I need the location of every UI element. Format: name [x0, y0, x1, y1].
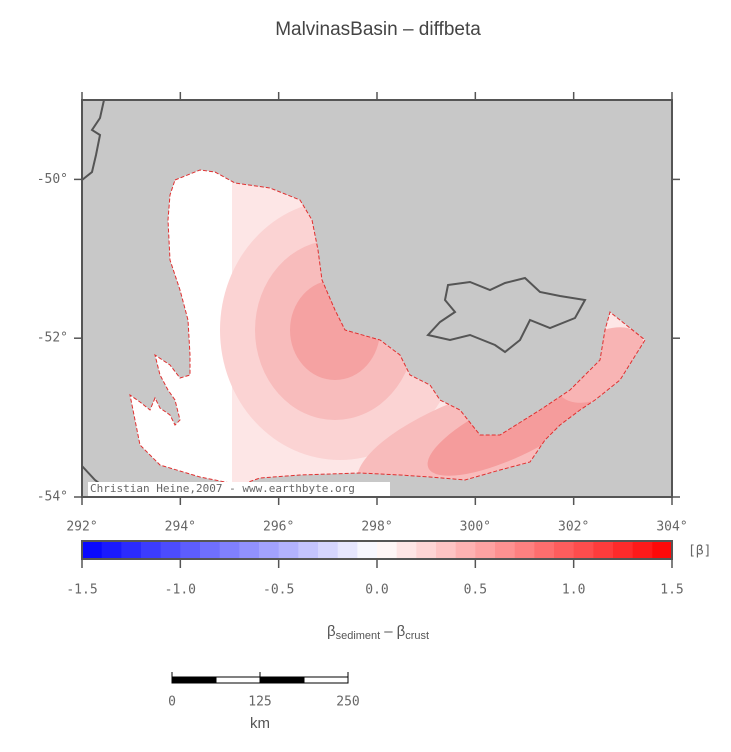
scalebar-tick-label: 0 — [168, 695, 176, 710]
colorbar-cell — [337, 541, 358, 559]
x-tick-label: 298° — [361, 520, 392, 535]
colorbar-cell — [141, 541, 162, 559]
scalebar-unit: km — [250, 715, 270, 732]
colorbar-label: βsediment – βcrust — [327, 623, 429, 642]
label-part: crust — [405, 630, 429, 642]
scalebar-segment — [171, 676, 217, 684]
colorbar-cell — [455, 541, 476, 559]
scalebar-segment — [303, 676, 349, 684]
colorbar-cell — [554, 541, 575, 559]
credit: Christian Heine,2007 - www.earthbyte.org — [90, 482, 355, 495]
x-tick-label: 294° — [165, 520, 196, 535]
colorbar-cell — [101, 541, 122, 559]
colorbar-cell — [514, 541, 535, 559]
scalebar-segment — [215, 676, 261, 684]
colorbar-cell — [495, 541, 516, 559]
colorbar-cell — [219, 541, 240, 559]
colorbar-tick-label: 1.0 — [562, 583, 585, 598]
colorbar-cell — [278, 541, 299, 559]
colorbar-cell — [573, 541, 594, 559]
label-part: β — [327, 623, 336, 640]
label-part: sediment — [336, 630, 381, 642]
colorbar-tick-label: -1.0 — [165, 583, 196, 598]
colorbar-cell — [357, 541, 378, 559]
credit-box — [88, 482, 390, 496]
colorbar-tick-label: 0.5 — [464, 583, 487, 598]
colorbar-cell — [593, 541, 614, 559]
scalebar-tick-label: 250 — [336, 695, 359, 710]
colorbar-cell — [318, 541, 339, 559]
x-tick-label: 302° — [558, 520, 589, 535]
x-tick-label: 292° — [66, 520, 97, 535]
colorbar-cell — [436, 541, 457, 559]
x-tick-label: 296° — [263, 520, 294, 535]
colorbar-cell — [259, 541, 280, 559]
y-tick-label: -50° — [37, 172, 68, 187]
colorbar-cell — [652, 541, 673, 559]
scalebar-segment — [259, 676, 305, 684]
colorbar-tick-label: 1.5 — [660, 583, 683, 598]
x-tick-label: 300° — [460, 520, 491, 535]
y-tick-label: -52° — [37, 331, 68, 346]
colorbar-tick-label: -0.5 — [263, 583, 294, 598]
colorbar-cell — [200, 541, 221, 559]
colorbar-cell — [239, 541, 260, 559]
colorbar-cell — [396, 541, 417, 559]
colorbar-cell — [180, 541, 201, 559]
colorbar-cell — [377, 541, 398, 559]
title: MalvinasBasin – diffbeta — [275, 19, 481, 40]
colorbar-tick-label: 0.0 — [365, 583, 388, 598]
colorbar-cell — [613, 541, 634, 559]
colorbar-cell — [82, 541, 103, 559]
x-tick-label: 304° — [656, 520, 687, 535]
colorbar-cell — [121, 541, 142, 559]
colorbar-cell — [298, 541, 319, 559]
colorbar-cell — [632, 541, 653, 559]
colorbar-tick-label: -1.5 — [66, 583, 97, 598]
label-part: – — [384, 623, 393, 640]
colorbar-cell — [475, 541, 496, 559]
colorbar-unit: [β] — [688, 544, 711, 559]
label-part: β — [397, 623, 406, 640]
falkland-islands — [426, 276, 587, 354]
scalebar-tick-label: 125 — [248, 695, 271, 710]
colorbar-cell — [416, 541, 437, 559]
colorbar-cell — [160, 541, 181, 559]
colorbar-cell — [534, 541, 555, 559]
y-tick-label: -54° — [37, 490, 68, 505]
